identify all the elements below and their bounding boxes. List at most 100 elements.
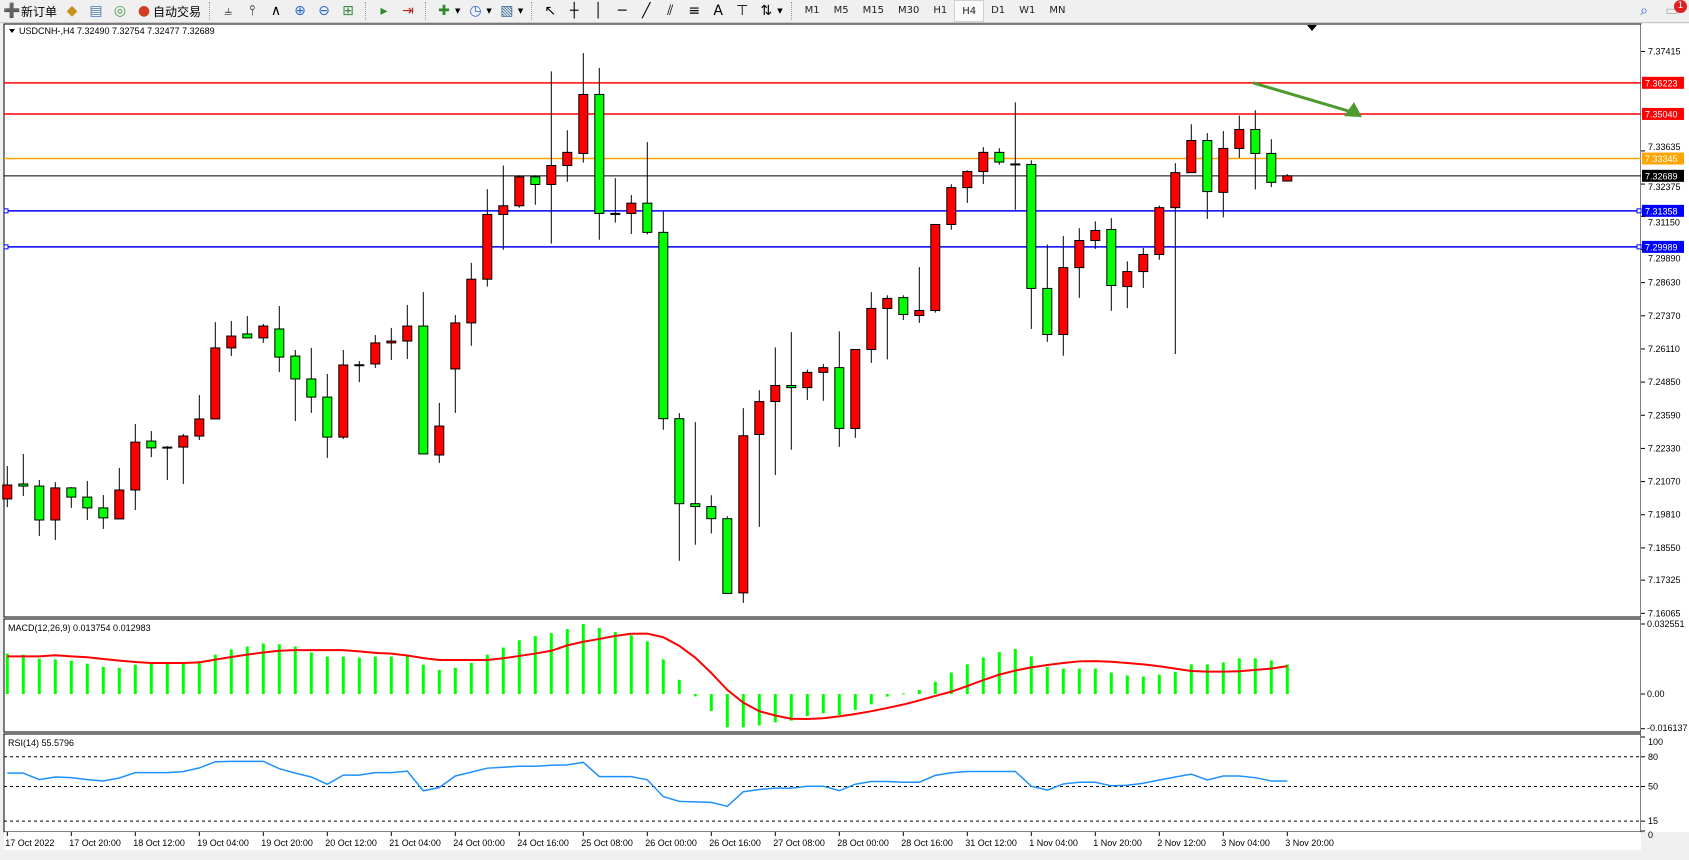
candle-body [1170,172,1181,209]
macd-histogram-bar [1045,666,1049,694]
macd-histogram-bar [1253,658,1257,694]
candle-body [962,171,973,189]
candle [802,369,813,400]
auto-trading-button[interactable]: ● 自动交易 [132,1,204,21]
chart-header: USDCNH-,H4 7.32490 7.32754 7.32477 7.326… [19,26,215,36]
notifications-icon[interactable]: ▭ 1 [1663,0,1687,20]
macd-histogram-bar [533,636,537,694]
candle-body [1218,147,1229,193]
time-axis[interactable] [4,832,1641,850]
timeframe-m30[interactable]: M30 [897,4,920,16]
arrows-tool[interactable]: ⇅ ▼ [754,1,785,21]
bar-chart-button[interactable]: ⫨ [216,1,240,21]
tile-windows-button[interactable]: ⊞ [336,1,360,21]
candle-body [370,342,381,365]
macd-histogram-bar [341,656,345,694]
price-tick-label: 7.33635 [1648,142,1681,152]
equidistant-channel-tool[interactable]: ⫽ [658,1,682,21]
collapse-triangle-icon[interactable] [9,29,15,33]
main-price-pane[interactable] [3,23,1642,618]
macd-histogram-bar [805,694,809,717]
candle [178,433,189,484]
signals-button[interactable]: ◎ [108,1,132,21]
toolbar: ➕ 新订单 ◆ ▤ ◎ ● 自动交易 ⫨ ⫯ ∧ ⊕ ⊖ ⊞ ▸ ⇥ ✚ ▼ ◷ ▼ ▧… [0,0,1689,23]
chevron-down-icon: ▼ [486,7,492,15]
new-order-button[interactable]: ➕ 新订单 [0,1,60,21]
candle [658,211,669,430]
search-icon[interactable]: ⌕ [1640,3,1648,19]
candlestick-icon: ⫯ [248,3,256,19]
arrow-shaft[interactable] [1252,81,1353,114]
candle-body [114,489,125,520]
cursor-icon: ↖ [544,3,557,19]
line-handle[interactable] [1636,244,1642,250]
cursor-tool[interactable]: ↖ [538,1,562,21]
macd-histogram-bar [1093,668,1097,694]
rsi-label: RSI(14) 55.5796 [8,738,74,748]
candle [738,408,749,603]
time-label: 21 Oct 04:00 [389,838,441,848]
macd-histogram-bar [293,646,297,694]
chart-shift-marker[interactable] [1307,25,1317,31]
line-handle[interactable] [3,244,9,250]
data-window-button[interactable]: ▤ [84,1,108,21]
candle [1266,139,1277,188]
autoscroll-button[interactable]: ▸ [372,1,396,21]
timeframe-h1[interactable]: H1 [933,4,948,16]
fibonacci-tool[interactable]: ≡ [682,1,706,21]
macd-histogram-bar [949,672,953,694]
rsi-pane[interactable] [3,733,1642,833]
indicators-button[interactable]: ✚ ▼ [432,1,463,21]
timeframe-m15[interactable]: M15 [862,4,884,16]
candle-body [914,310,925,317]
zoom-out-button[interactable]: ⊖ [312,1,336,21]
candle [1042,244,1053,342]
macd-pane[interactable] [3,618,1642,733]
candle-body [626,202,637,214]
text-label-tool[interactable]: ⊤ [730,1,754,21]
timeframe-h4[interactable]: H4 [954,0,985,22]
text-tool[interactable]: A [706,1,730,21]
candle-body [306,378,317,398]
line-handle[interactable] [3,208,9,214]
trendline-tool[interactable]: ╱ [634,1,658,21]
price-tick-label: 7.24850 [1648,377,1681,387]
price-badge-label: 7.33345 [1645,154,1678,164]
macd-histogram-bar [485,654,489,694]
line-handle[interactable] [1636,208,1642,214]
timeframe-w1[interactable]: W1 [1019,4,1036,16]
macd-histogram-bar [565,629,569,694]
macd-histogram-bar [1077,668,1081,694]
zoom-out-icon: ⊖ [318,3,330,19]
macd-histogram-bar [1189,664,1193,694]
candle-body [530,176,541,185]
candle-body [322,396,333,438]
timeframe-d1[interactable]: D1 [991,4,1006,16]
timeframe-m1[interactable]: M1 [804,4,820,16]
chart-shift-button[interactable]: ⇥ [396,1,420,21]
horizontal-line-tool[interactable]: ─ [610,1,634,21]
candle-body [770,385,781,403]
line-chart-button[interactable]: ∧ [264,1,288,21]
macd-histogram-bar [837,694,841,716]
candle [946,184,957,230]
market-watch-button[interactable]: ◆ [60,1,84,21]
crosshair-tool[interactable]: ┼ [562,1,586,21]
vertical-line-tool[interactable]: │ [586,1,610,21]
candle-body [354,364,365,367]
candle-body [194,418,205,437]
line-chart-icon: ∧ [270,3,282,19]
price-tick-label: 7.27370 [1648,311,1681,321]
timeframe-mn[interactable]: MN [1049,4,1066,16]
zoom-in-button[interactable]: ⊕ [288,1,312,21]
price-tick-label: 7.23590 [1648,410,1681,420]
timeframe-m5[interactable]: M5 [833,4,849,16]
candlestick-button[interactable]: ⫯ [240,1,264,21]
time-label: 18 Oct 12:00 [133,838,185,848]
candle [210,322,221,420]
candle [274,306,285,373]
templates-button[interactable]: ▧ ▼ [495,1,526,21]
periods-button[interactable]: ◷ ▼ [463,1,494,21]
candle [1154,205,1165,260]
